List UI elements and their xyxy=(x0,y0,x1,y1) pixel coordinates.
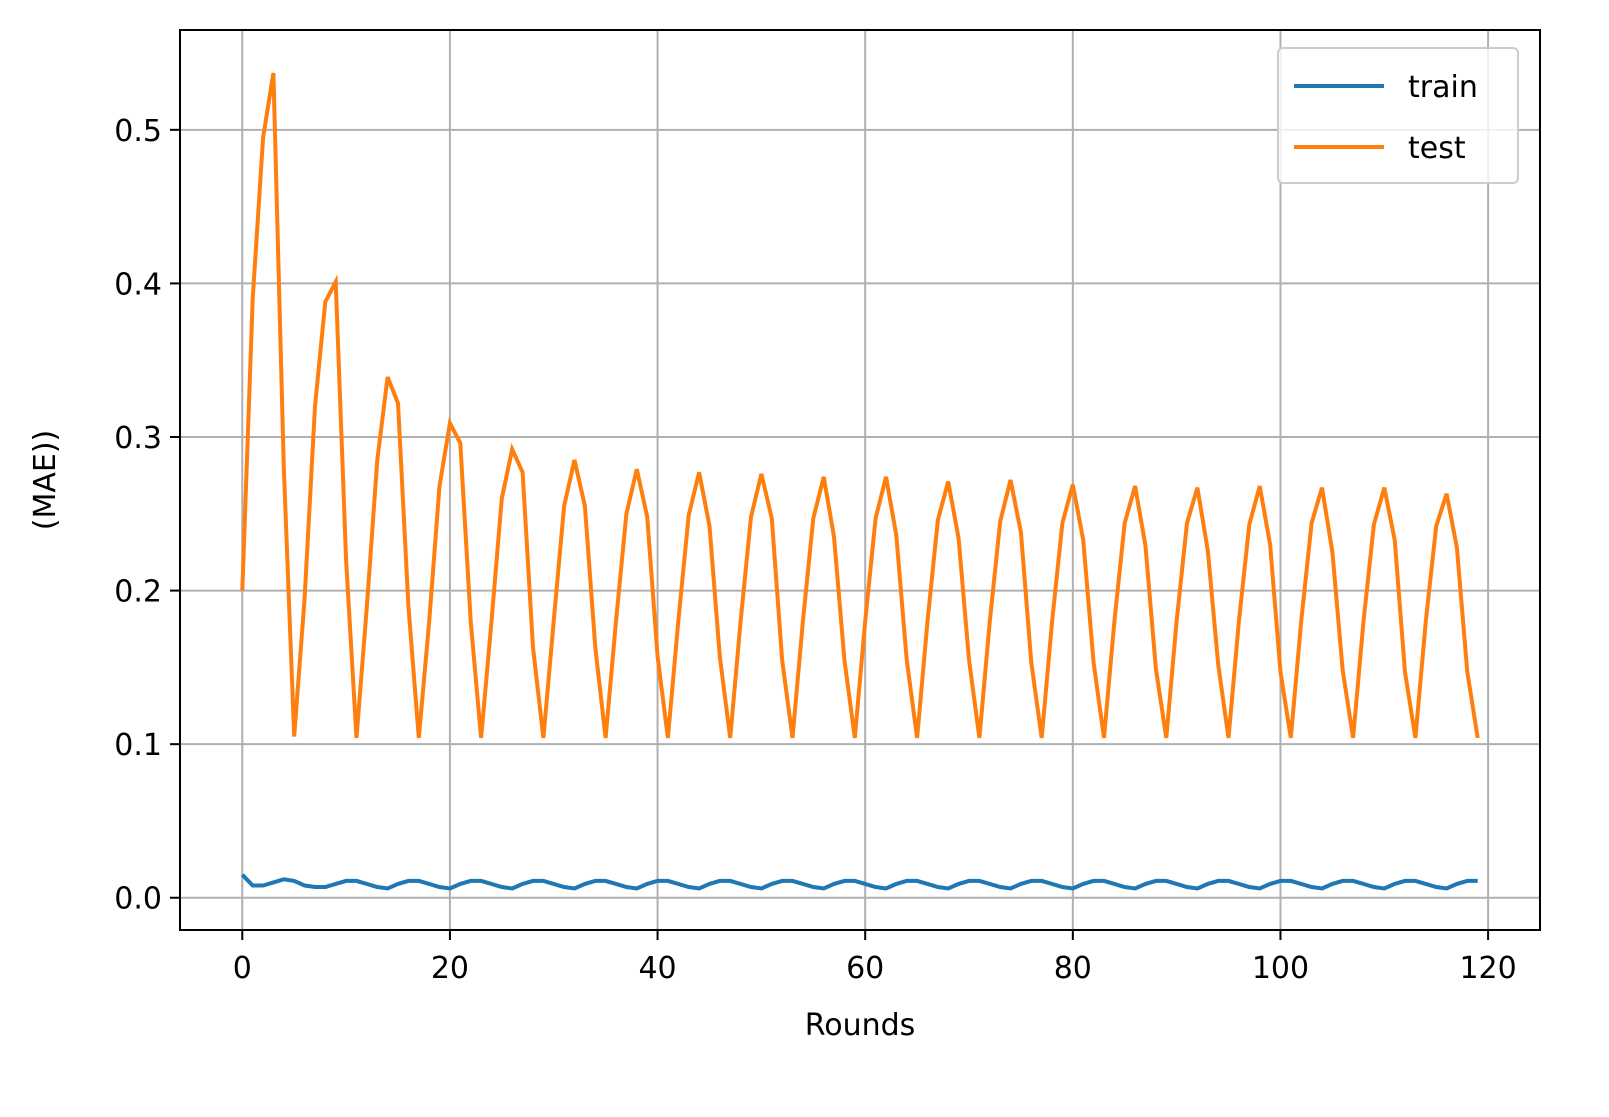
series-line-train xyxy=(240,873,1478,891)
y-tick-label: 0.5 xyxy=(114,114,162,149)
y-tick-label: 0.3 xyxy=(114,421,162,456)
x-tick-label: 40 xyxy=(638,951,676,986)
x-tick-label: 60 xyxy=(846,951,884,986)
y-axis-label: (MAE)) xyxy=(28,430,63,530)
legend-label-test: test xyxy=(1408,131,1466,166)
x-tick-label: 0 xyxy=(233,951,252,986)
axis-ticks: 0 20 40 60 80 100 120 0.0 0.1 0.2 0.3 0.4 0.5 xyxy=(114,114,1516,986)
y-tick-label: 0.0 xyxy=(114,882,162,917)
x-tick-label: 120 xyxy=(1459,951,1516,986)
x-tick-label: 20 xyxy=(431,951,469,986)
plot-frame xyxy=(179,29,1541,931)
series-line-test xyxy=(240,72,1480,739)
series-lines xyxy=(240,72,1480,891)
x-tick-label: 100 xyxy=(1252,951,1309,986)
legend: train test xyxy=(1277,47,1519,184)
y-tick-label: 0.2 xyxy=(114,575,162,610)
y-tick-label: 0.1 xyxy=(114,728,162,763)
y-tick-label: 0.4 xyxy=(114,267,162,302)
grid xyxy=(180,30,1540,930)
legend-box xyxy=(1277,47,1519,184)
x-tick-label: 80 xyxy=(1054,951,1092,986)
x-axis-label: Rounds xyxy=(805,1008,916,1043)
legend-label-train: train xyxy=(1408,70,1478,105)
